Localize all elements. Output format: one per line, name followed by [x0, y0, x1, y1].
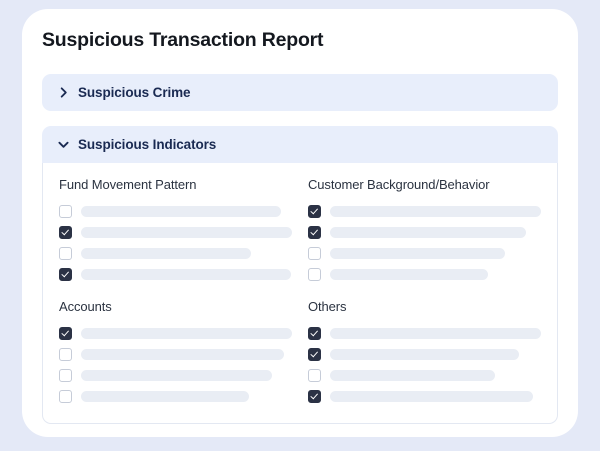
- option-label-placeholder: [330, 370, 496, 381]
- accordion-suspicious-crime: Suspicious Crime: [42, 74, 558, 111]
- option-label-placeholder: [81, 227, 292, 238]
- accordion-header-suspicious-indicators[interactable]: Suspicious Indicators: [42, 126, 558, 163]
- checkbox-row[interactable]: [59, 222, 292, 243]
- checkbox-checked-icon[interactable]: [59, 268, 72, 281]
- indicator-group-accounts: Accounts: [59, 299, 292, 407]
- checkbox-unchecked-icon[interactable]: [308, 247, 321, 260]
- option-label-placeholder: [330, 206, 541, 217]
- checkbox-row[interactable]: [308, 201, 541, 222]
- checkbox-checked-icon[interactable]: [59, 226, 72, 239]
- accordion-body-suspicious-indicators: Fund Movement Pattern Customer Background…: [42, 163, 558, 424]
- checkbox-checked-icon[interactable]: [308, 226, 321, 239]
- chevron-down-icon: [58, 139, 69, 150]
- option-label-placeholder: [81, 391, 249, 402]
- checkbox-unchecked-icon[interactable]: [59, 348, 72, 361]
- checkbox-row[interactable]: [308, 386, 541, 407]
- checkbox-row[interactable]: [59, 365, 292, 386]
- checkbox-row[interactable]: [59, 323, 292, 344]
- checkbox-checked-icon[interactable]: [308, 205, 321, 218]
- checkbox-checked-icon[interactable]: [59, 327, 72, 340]
- option-label-placeholder: [81, 206, 282, 217]
- checkbox-row[interactable]: [59, 344, 292, 365]
- option-label-placeholder: [330, 328, 541, 339]
- chevron-right-icon: [58, 87, 69, 98]
- option-label-placeholder: [330, 391, 533, 402]
- option-label-placeholder: [330, 227, 526, 238]
- checkbox-checked-icon[interactable]: [308, 390, 321, 403]
- accordion-title-suspicious-indicators: Suspicious Indicators: [78, 137, 217, 152]
- checkbox-row[interactable]: [308, 323, 541, 344]
- accordion-header-suspicious-crime[interactable]: Suspicious Crime: [42, 74, 558, 111]
- page-title: Suspicious Transaction Report: [42, 29, 324, 51]
- checkbox-unchecked-icon[interactable]: [59, 390, 72, 403]
- checkbox-checked-icon[interactable]: [308, 348, 321, 361]
- group-title-others: Others: [308, 299, 347, 314]
- indicator-group-grid: Fund Movement Pattern Customer Background…: [59, 177, 541, 407]
- checkbox-row[interactable]: [308, 264, 541, 285]
- checkbox-unchecked-icon[interactable]: [59, 369, 72, 382]
- checkbox-unchecked-icon[interactable]: [59, 205, 72, 218]
- option-label-placeholder: [330, 248, 505, 259]
- option-label-placeholder: [81, 248, 252, 259]
- checkbox-row[interactable]: [59, 264, 292, 285]
- option-label-placeholder: [81, 269, 291, 280]
- checkbox-row[interactable]: [308, 344, 541, 365]
- option-label-placeholder: [81, 328, 292, 339]
- checkbox-unchecked-icon[interactable]: [59, 247, 72, 260]
- checkbox-row[interactable]: [308, 365, 541, 386]
- checkbox-checked-icon[interactable]: [308, 327, 321, 340]
- checkbox-row[interactable]: [308, 243, 541, 264]
- option-label-placeholder: [330, 349, 519, 360]
- accordion-title-suspicious-crime: Suspicious Crime: [78, 85, 191, 100]
- option-label-placeholder: [330, 269, 489, 280]
- checkbox-row[interactable]: [59, 201, 292, 222]
- indicator-group-fund-movement-pattern: Fund Movement Pattern: [59, 177, 292, 285]
- checkbox-unchecked-icon[interactable]: [308, 369, 321, 382]
- group-title-accounts: Accounts: [59, 299, 112, 314]
- accordion-suspicious-indicators: Suspicious Indicators Fund Movement Patt…: [42, 126, 558, 424]
- checkbox-unchecked-icon[interactable]: [308, 268, 321, 281]
- checkbox-row[interactable]: [308, 222, 541, 243]
- indicator-group-customer-background-behavior: Customer Background/Behavior: [308, 177, 541, 285]
- indicator-group-others: Others: [308, 299, 541, 407]
- option-label-placeholder: [81, 370, 273, 381]
- checkbox-row[interactable]: [59, 386, 292, 407]
- report-card: Suspicious Transaction Report Suspicious…: [22, 9, 578, 437]
- checkbox-row[interactable]: [59, 243, 292, 264]
- option-label-placeholder: [81, 349, 284, 360]
- group-title-fund-movement-pattern: Fund Movement Pattern: [59, 177, 197, 192]
- group-title-customer-background-behavior: Customer Background/Behavior: [308, 177, 490, 192]
